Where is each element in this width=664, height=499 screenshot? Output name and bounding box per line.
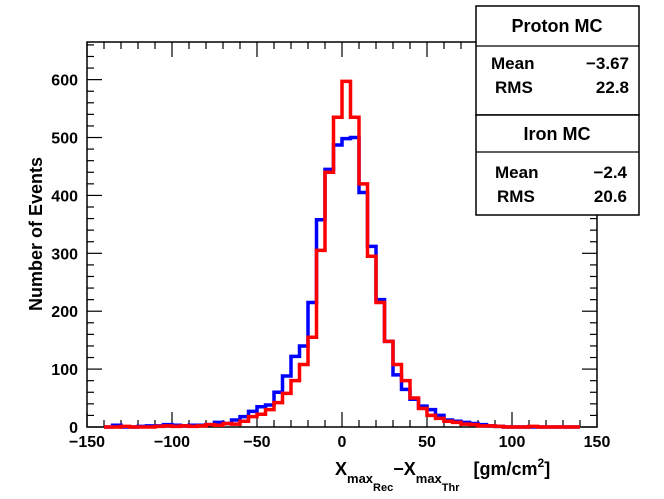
x-tick-label: −100	[154, 434, 190, 451]
x-title-exponent: 2	[538, 456, 545, 470]
x-tick-label: 150	[584, 434, 611, 451]
x-title-max2: max	[416, 471, 443, 486]
stats-iron-mean-label: Mean	[495, 163, 538, 182]
x-title-units: [gm/cm	[474, 459, 538, 479]
stats-proton-mean-value: −3.67	[586, 54, 629, 73]
y-tick-label: 500	[51, 131, 78, 148]
y-tick-label: 400	[51, 188, 78, 205]
series-iron-line	[104, 79, 580, 429]
stats-iron-rms-value: 20.6	[594, 187, 627, 206]
stats-box-iron-frame	[475, 114, 640, 216]
x-tick-label: −50	[243, 434, 270, 451]
x-tick-label: −150	[69, 434, 105, 451]
x-tick-label: 100	[499, 434, 526, 451]
tick-labels: −150 −100 −50 0 50 100 150 0 100 200 300 400 500 600	[51, 73, 610, 451]
x-axis-title: XmaxRec−XmaxThr[gm/cm2]	[335, 456, 550, 494]
x-title-close: ]	[544, 459, 550, 479]
x-tick-label: 50	[418, 434, 436, 451]
x-title-thr: Thr	[442, 482, 460, 494]
x-title-rec: Rec	[373, 482, 393, 494]
stats-proton-rms-label: RMS	[495, 78, 533, 97]
stats-proton-rms-value: 22.8	[596, 78, 629, 97]
stats-iron-mean-value: −2.4	[593, 163, 627, 182]
y-tick-label: 100	[51, 362, 78, 379]
stats-iron-rms-label: RMS	[497, 187, 535, 206]
y-tick-label: 600	[51, 73, 78, 90]
x-title-x1: X	[335, 459, 347, 479]
stats-proton-mean-label: Mean	[491, 54, 534, 73]
stats-box-iron: Iron MC Mean −2.4 RMS 20.6	[475, 114, 640, 216]
stats-proton-title: Proton MC	[512, 16, 603, 36]
x-tick-label: 0	[338, 434, 347, 451]
stats-box-proton: Proton MC Mean −3.67 RMS 22.8	[475, 5, 640, 116]
x-title-x2: −X	[393, 459, 416, 479]
y-tick-label: 200	[51, 304, 78, 321]
stats-iron-title: Iron MC	[524, 124, 591, 144]
y-axis-title: Number of Events	[26, 157, 46, 311]
histogram-series	[104, 79, 580, 429]
y-tick-label: 0	[69, 420, 78, 437]
x-title-max1: max	[347, 471, 374, 486]
y-tick-label: 300	[51, 246, 78, 263]
